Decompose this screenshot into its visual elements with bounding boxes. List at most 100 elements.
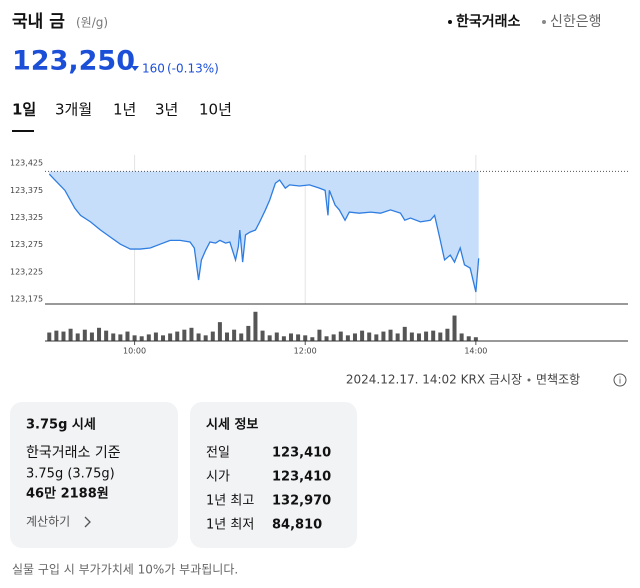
card-line: 46만 2188원: [26, 486, 109, 502]
volume-bar: [97, 327, 102, 341]
volume-bar: [267, 335, 272, 341]
volume-bar: [310, 337, 315, 341]
volume-bar: [253, 311, 258, 341]
volume-bar: [274, 332, 279, 341]
change: 160: [142, 62, 165, 76]
row-label: 1년 최저: [206, 518, 254, 533]
volume-bar: [47, 332, 52, 341]
volume-bar: [438, 332, 443, 341]
volume-bar: [104, 330, 109, 341]
volume-bar: [288, 333, 293, 341]
bullet: [542, 20, 546, 24]
volume-bar: [281, 336, 286, 341]
x-tick-label: 14:00: [464, 347, 487, 356]
volume-bar: [374, 334, 379, 341]
volume-bar: [232, 329, 237, 341]
volume-bar: [203, 335, 208, 341]
volume-bar: [303, 335, 308, 341]
unit: (원/g): [76, 16, 108, 30]
title: 국내 금: [12, 12, 65, 32]
volume-bar: [54, 330, 59, 341]
volume-bar: [402, 326, 407, 341]
card-line: 3.75g (3.75g): [26, 467, 115, 482]
footer-note: 실물 구입 시 부가가치세 10%가 부과됩니다.: [12, 563, 238, 577]
info-icon-glyph: i: [619, 377, 622, 387]
row-label: 1년 최고: [206, 494, 254, 509]
volume-bar: [331, 334, 336, 341]
y-tick-label: 123,225: [10, 267, 43, 276]
tab[interactable]: 10년: [199, 101, 232, 119]
volume-bar: [345, 335, 350, 341]
card: [10, 402, 178, 548]
volume-bar: [352, 333, 357, 341]
volume-bar: [217, 322, 222, 341]
y-tick-label: 123,175: [10, 295, 43, 304]
volume-bar: [431, 330, 436, 341]
volume-bar: [367, 332, 372, 341]
down-arrow: [131, 66, 139, 71]
x-tick-label: 12:00: [294, 347, 317, 356]
tab-underline: [12, 130, 34, 132]
volume-bar: [182, 329, 187, 341]
volume-bar: [118, 334, 123, 341]
volume-bar: [146, 334, 151, 341]
source-tab[interactable]: 한국거래소: [456, 14, 521, 30]
calc-link[interactable]: 계산하기: [26, 515, 70, 529]
tab[interactable]: 1년: [113, 101, 136, 119]
source-tab[interactable]: 신한은행: [550, 14, 602, 30]
volume-bar: [139, 336, 144, 341]
volume-bar: [82, 329, 87, 341]
volume-bar: [68, 328, 73, 341]
volume-bar: [161, 335, 166, 341]
volume-bar: [445, 328, 450, 341]
row-value: 123,410: [272, 446, 331, 461]
tab[interactable]: 3년: [155, 101, 178, 119]
volume-bar: [459, 333, 464, 341]
chevron: [84, 516, 91, 528]
volume-bar: [324, 336, 329, 341]
card: [190, 402, 357, 548]
volume-bar: [466, 336, 471, 341]
price-line: [48, 173, 480, 293]
volume-bar: [360, 330, 365, 341]
timestamp: 2024.12.17. 14:02 KRX 금시장: [346, 373, 522, 387]
y-tick-label: 123,275: [10, 240, 43, 249]
volume-bar: [473, 337, 478, 341]
volume-bar: [153, 332, 158, 341]
volume-bar: [89, 332, 94, 341]
volume-bar: [317, 329, 322, 341]
disclaimer[interactable]: 면책조항: [536, 372, 580, 387]
tab[interactable]: 3개월: [55, 101, 92, 119]
bullet: [448, 20, 452, 24]
volume-bar: [189, 327, 194, 341]
row-value: 84,810: [272, 518, 322, 533]
row-value: 132,970: [272, 494, 331, 509]
volume-bar: [125, 331, 130, 341]
volume-bar: [239, 333, 244, 341]
separator: [527, 378, 531, 382]
change-pct: (-0.13%): [167, 62, 219, 76]
volume-bar: [296, 334, 301, 341]
volume-bar: [409, 332, 414, 341]
area: [49, 171, 479, 293]
volume-bar: [338, 331, 343, 341]
volume-bar: [168, 333, 173, 341]
card-title: 3.75g 시세: [26, 418, 96, 433]
row-label: 전일: [206, 446, 230, 461]
y-tick-label: 123,325: [10, 213, 43, 222]
card-title: 시세 정보: [206, 417, 258, 433]
volume-bar: [388, 329, 393, 341]
volume-bar: [416, 333, 421, 341]
volume-bar: [132, 335, 137, 341]
volume-bar: [111, 333, 116, 341]
volume-bar: [381, 331, 386, 341]
volume-bar: [395, 333, 400, 341]
tab[interactable]: 1일: [12, 101, 36, 119]
chart: 10:00 12:00 14:00 123,425 123,375 123,325 123,…: [10, 155, 628, 356]
info-icon[interactable]: [613, 373, 627, 387]
volume-bar: [246, 325, 251, 341]
row-label: 시가: [206, 470, 230, 485]
volume-bar: [196, 333, 201, 341]
volume-bar: [260, 330, 265, 341]
